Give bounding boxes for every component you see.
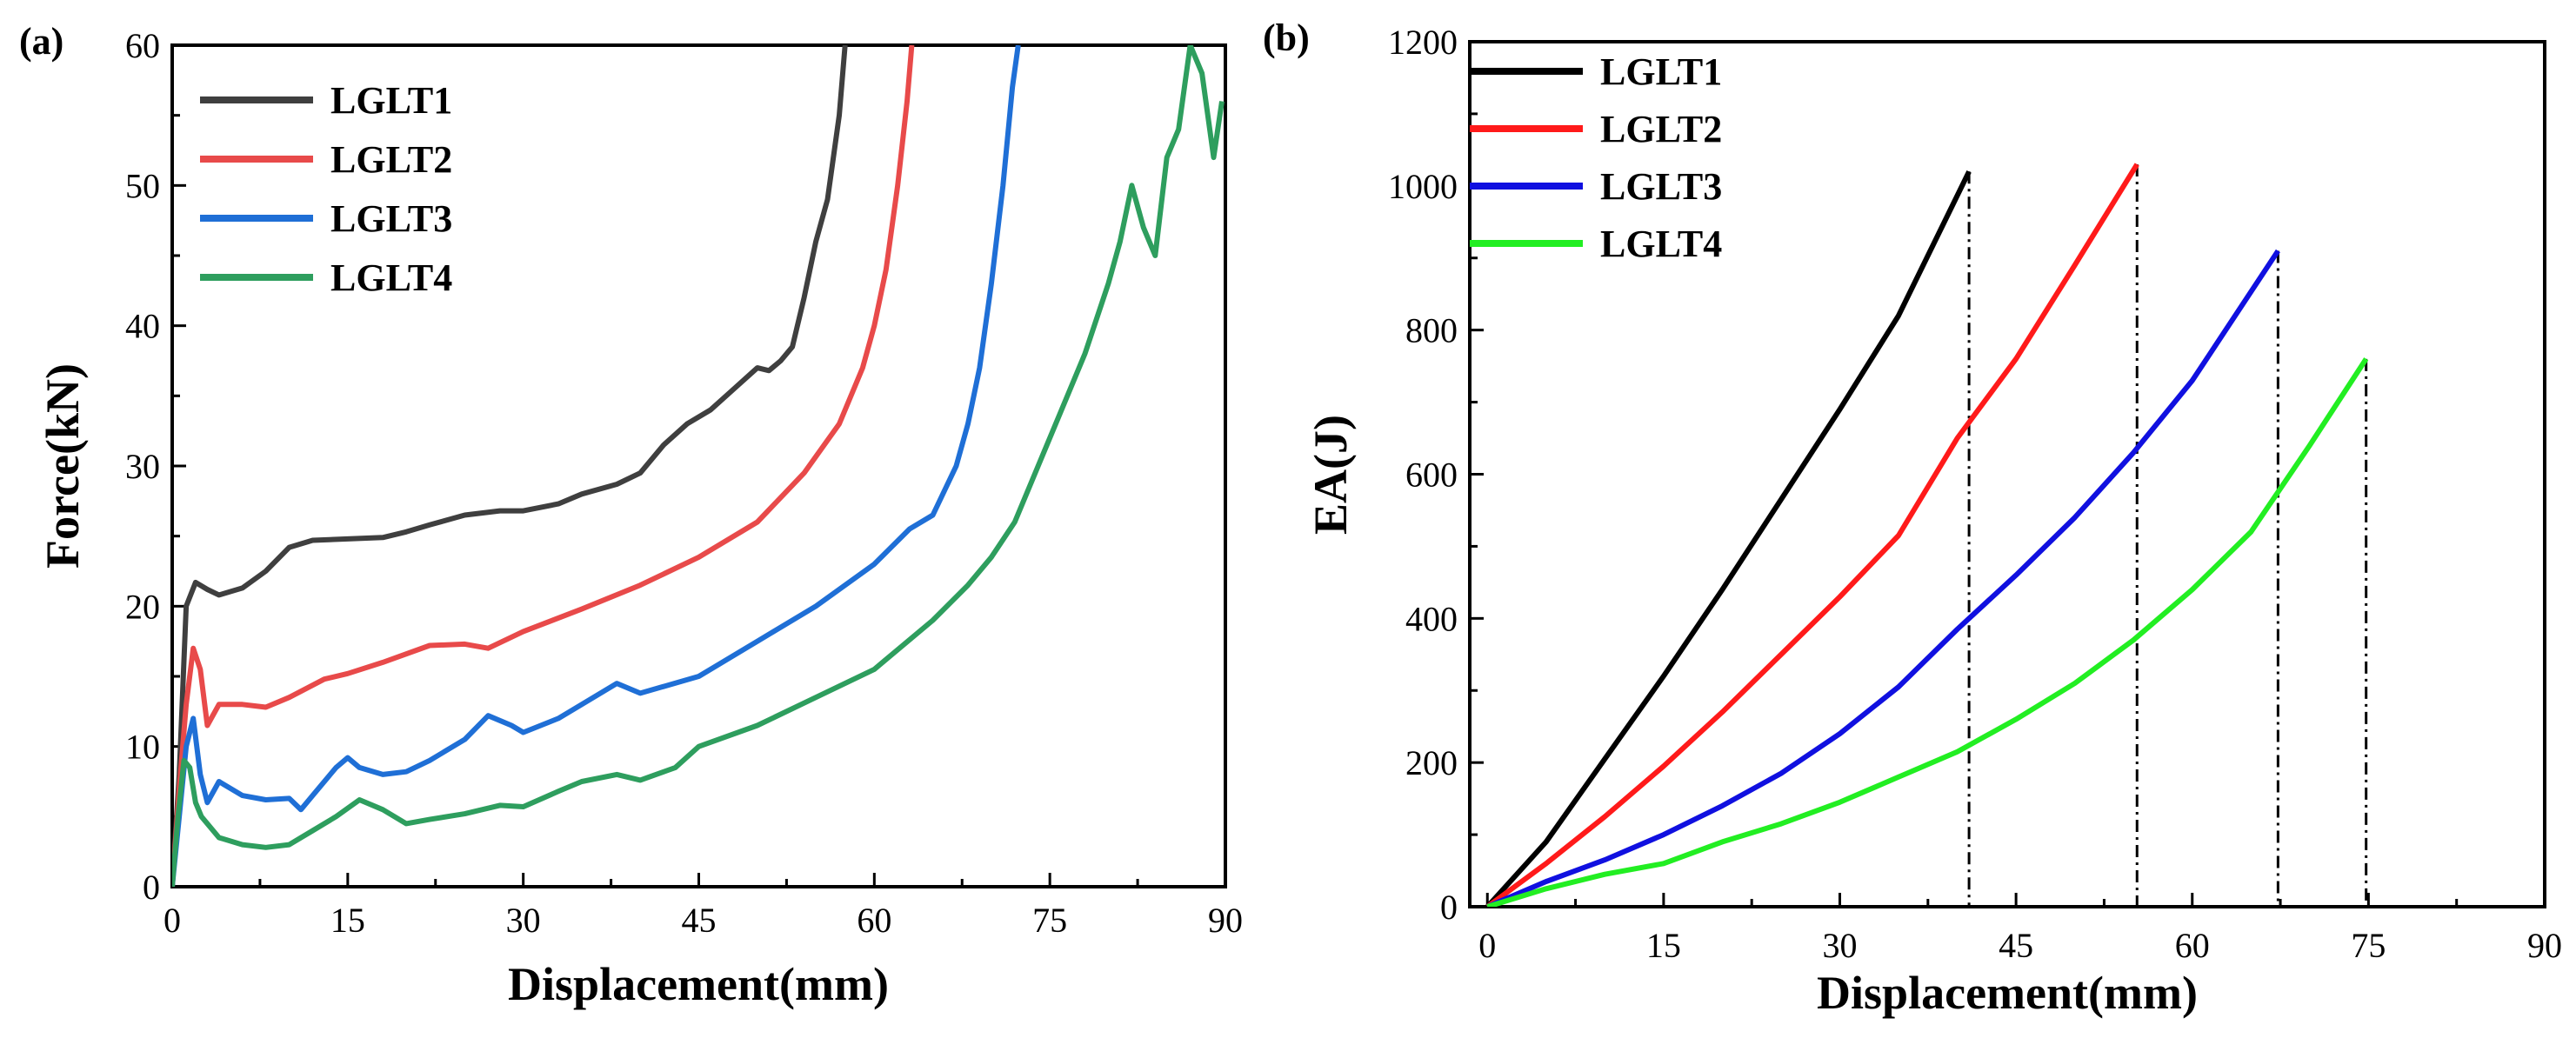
y-tick-label: 200 xyxy=(1405,743,1458,782)
series-lglt1 xyxy=(1485,170,1972,907)
y-tick-label: 0 xyxy=(143,868,160,907)
series-lglt4 xyxy=(172,45,1225,887)
panel-b-series xyxy=(1485,163,2369,907)
x-tick-label: 15 xyxy=(330,901,365,940)
series-lglt4 xyxy=(1486,357,2369,907)
panel-a-label: (a) xyxy=(19,20,63,63)
x-tick-label: 60 xyxy=(2175,926,2210,965)
legend-label-lglt1: LGLT1 xyxy=(330,79,452,122)
legend-label-lglt2: LGLT2 xyxy=(1600,108,1722,150)
series-lglt1 xyxy=(172,45,848,887)
y-tick-label: 20 xyxy=(125,587,160,626)
y-tick-label: 0 xyxy=(1440,888,1458,927)
panel-b-label: (b) xyxy=(1263,17,1310,59)
legend-label-lglt4: LGLT4 xyxy=(1600,223,1722,265)
legend-label-lglt2: LGLT2 xyxy=(330,138,452,181)
x-tick-label: 90 xyxy=(2527,926,2562,965)
panel-b-xlabel: Displacement(mm) xyxy=(1817,967,2198,1019)
panel-a-series xyxy=(172,45,1225,887)
panel-b: (b) 0 15 30 45 60 75 90 0 200 400 600 800 1000 1200 L… xyxy=(1263,17,2562,1019)
x-tick-label: 0 xyxy=(164,901,181,940)
y-tick-label: 50 xyxy=(125,166,160,205)
legend-label-lglt4: LGLT4 xyxy=(330,256,452,299)
y-tick-label: 600 xyxy=(1405,456,1458,495)
panel-a-ylabel: Force(kN) xyxy=(37,363,89,569)
y-tick-label: 40 xyxy=(125,307,160,346)
x-tick-label: 45 xyxy=(1999,926,2033,965)
panel-b-ticks: 0 15 30 45 60 75 90 0 200 400 600 800 1000 1200 xyxy=(1388,23,2562,965)
x-tick-label: 0 xyxy=(1478,926,1496,965)
panel-b-ylabel: EA(J) xyxy=(1305,415,1357,535)
y-tick-label: 400 xyxy=(1405,599,1458,638)
y-tick-label: 30 xyxy=(125,447,160,486)
x-tick-label: 75 xyxy=(1032,901,1067,940)
panel-b-droplines xyxy=(1967,163,2368,907)
y-tick-label: 1000 xyxy=(1388,167,1458,206)
panel-b-legend: LGLT1 LGLT2 LGLT3 LGLT4 xyxy=(1470,50,1722,265)
x-tick-label: 90 xyxy=(1208,901,1243,940)
y-tick-label: 10 xyxy=(125,728,160,767)
x-tick-label: 60 xyxy=(857,901,891,940)
x-tick-label: 30 xyxy=(506,901,541,940)
legend-label-lglt3: LGLT3 xyxy=(1600,165,1722,208)
x-tick-label: 75 xyxy=(2351,926,2386,965)
x-tick-label: 30 xyxy=(1823,926,1858,965)
legend-label-lglt3: LGLT3 xyxy=(330,197,452,240)
x-tick-label: 15 xyxy=(1646,926,1681,965)
panel-a-legend: LGLT1 LGLT2 LGLT3 LGLT4 xyxy=(200,79,452,299)
series-lglt2 xyxy=(1485,163,2139,907)
y-tick-label: 800 xyxy=(1405,311,1458,350)
panel-a-ticks: 0 15 30 45 60 75 90 0 10 20 30 40 50 60 xyxy=(125,26,1243,940)
y-tick-label: 60 xyxy=(125,26,160,65)
series-lglt3 xyxy=(172,45,1021,887)
series-lglt3 xyxy=(1486,249,2280,907)
x-tick-label: 45 xyxy=(682,901,717,940)
panel-a-xlabel: Displacement(mm) xyxy=(508,958,889,1010)
y-tick-label: 1200 xyxy=(1388,23,1458,62)
legend-label-lglt1: LGLT1 xyxy=(1600,50,1722,93)
series-lglt2 xyxy=(172,45,915,887)
